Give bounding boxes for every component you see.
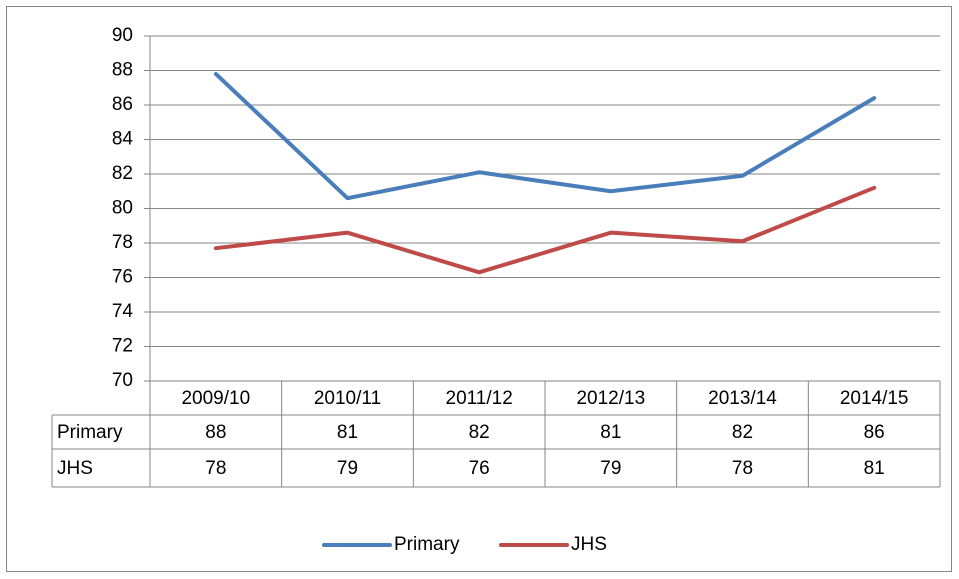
table-value: 78 (205, 458, 226, 479)
table-value: 79 (337, 458, 358, 479)
line-series (213, 71, 877, 201)
legend-label: JHS (571, 534, 607, 555)
x-tick-label: 2013/14 (708, 388, 777, 409)
table-value: 82 (732, 422, 753, 443)
x-tick-label: 2009/10 (181, 388, 250, 409)
legend-label: Primary (394, 534, 460, 555)
table-value: 81 (600, 422, 621, 443)
line-series (213, 185, 877, 275)
table-value: 78 (732, 458, 753, 479)
table-value: 86 (864, 422, 885, 443)
table-value: 82 (469, 422, 490, 443)
y-tick-label: 88 (112, 60, 133, 81)
x-tick-label: 2010/11 (314, 388, 381, 409)
table-row-header: JHS (57, 458, 93, 479)
y-tick-label: 80 (112, 198, 133, 219)
y-tick-label: 84 (112, 129, 134, 150)
x-tick-label: 2011/12 (446, 388, 513, 409)
y-tick-label: 76 (112, 267, 133, 288)
y-tick-label: 86 (112, 94, 133, 115)
y-tick-label: 74 (112, 301, 134, 322)
x-tick-label: 2014/15 (840, 388, 909, 409)
y-tick-label: 78 (112, 232, 133, 253)
y-tick-label: 70 (112, 370, 133, 391)
y-tick-label: 90 (112, 25, 133, 46)
table-value: 81 (337, 422, 358, 443)
table-row-header: Primary (57, 422, 123, 443)
y-tick-label: 82 (112, 163, 133, 184)
table-value: 88 (205, 422, 226, 443)
y-tick-label: 72 (112, 336, 133, 357)
chart-border (6, 6, 952, 572)
table-value: 79 (600, 458, 621, 479)
table-value: 81 (864, 458, 885, 479)
table-value: 76 (469, 458, 490, 479)
x-tick-label: 2012/13 (576, 388, 645, 409)
